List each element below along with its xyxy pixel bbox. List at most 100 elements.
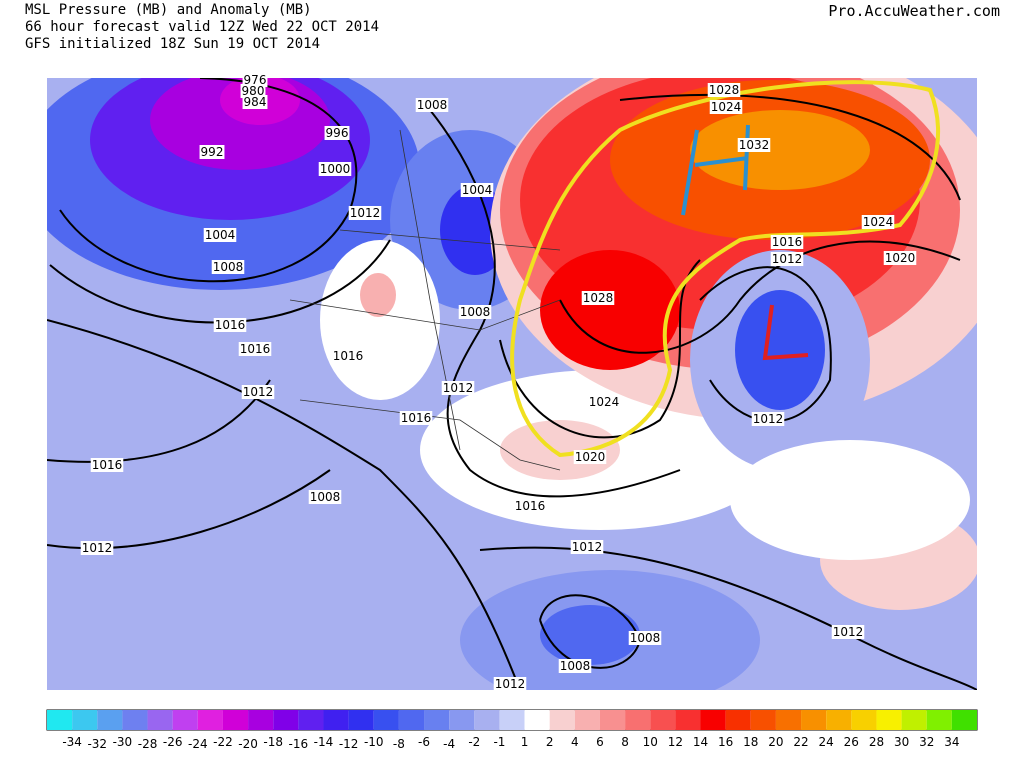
isobar-label: 1024 xyxy=(589,395,620,409)
colorbar-label: 8 xyxy=(621,735,629,749)
credit: Pro.AccuWeather.com xyxy=(828,2,1000,20)
isobar-label-bg xyxy=(399,411,433,425)
isobar-label-bg xyxy=(203,228,237,242)
isobar-label: 1024 xyxy=(863,215,894,229)
colorbar-swatch xyxy=(398,710,425,730)
isobar-label: 1028 xyxy=(583,291,614,305)
isobar-label-bg xyxy=(831,625,865,639)
colorbar-swatch xyxy=(951,710,977,730)
colorbar-swatch xyxy=(474,710,500,730)
isobar-label: 1032 xyxy=(739,138,770,152)
isobar-label: 1004 xyxy=(205,228,236,242)
isobar-label: 1016 xyxy=(240,342,271,356)
isobar-label: 1008 xyxy=(213,260,244,274)
isobar-label: 1008 xyxy=(630,631,661,645)
isobar-label: 1016 xyxy=(401,411,432,425)
init-line: GFS initialized 18Z Sun 19 OCT 2014 xyxy=(25,36,321,52)
isobar-label: 1012 xyxy=(753,412,784,426)
colorbar-swatch xyxy=(298,710,324,730)
colorbar-swatch xyxy=(700,710,726,730)
colorbar-label: 14 xyxy=(693,735,708,749)
isobar-label: 992 xyxy=(201,145,224,159)
isobar-label: 976 xyxy=(244,73,267,87)
colorbar-swatch xyxy=(122,710,148,730)
isobar-label: 1020 xyxy=(885,251,916,265)
isobar-label: 1016 xyxy=(772,235,803,249)
isobar-label: 1016 xyxy=(215,318,246,332)
colorbar-swatch xyxy=(147,710,173,730)
isobar-label-bg xyxy=(558,659,592,673)
isobar-label-bg xyxy=(242,95,268,109)
colorbar-swatch xyxy=(72,710,98,730)
colorbar-label: 28 xyxy=(869,735,884,749)
forecast-line: 66 hour forecast valid 12Z Wed 22 OCT 20… xyxy=(25,19,380,35)
isobar-label: 1016 xyxy=(333,349,364,363)
colorbar-label: 16 xyxy=(718,735,733,749)
colorbar-label: 26 xyxy=(844,735,859,749)
isobar-label: 1012 xyxy=(772,252,803,266)
colorbar-label: -12 xyxy=(339,737,359,751)
colorbar-swatch xyxy=(625,710,651,730)
isobar-label-bg xyxy=(628,631,662,645)
colorbar-label: -28 xyxy=(138,737,158,751)
isobar-label: 1028 xyxy=(709,83,740,97)
colorbar-swatch xyxy=(599,710,626,730)
colorbar-swatch xyxy=(826,710,852,730)
low-marker xyxy=(762,304,809,361)
isobar-label-bg xyxy=(211,260,245,274)
colorbar-swatch xyxy=(725,710,751,730)
isobar-label-bg xyxy=(80,541,114,555)
isobar-label: 1012 xyxy=(572,540,603,554)
isobar-label: 980 xyxy=(242,84,265,98)
colorbar-swatch xyxy=(876,710,902,730)
colorbar-label: -10 xyxy=(364,735,384,749)
colorbar-swatch xyxy=(97,710,123,730)
isobar-label-bg xyxy=(199,145,225,159)
colorbar-swatch xyxy=(801,710,827,730)
isobar-label: 1008 xyxy=(460,305,491,319)
colorbar-swatch xyxy=(348,710,374,730)
isobar-label: 1016 xyxy=(515,499,546,513)
colorbar-swatch xyxy=(524,710,550,730)
isobar-label-bg xyxy=(709,100,743,114)
colorbar-label: -26 xyxy=(163,735,183,749)
isobar-label: 1024 xyxy=(711,100,742,114)
colorbar-swatch xyxy=(750,710,776,730)
isobar-label: 1012 xyxy=(443,381,474,395)
isobar-label: 1008 xyxy=(560,659,591,673)
isobar-label-bg xyxy=(90,458,124,472)
isobar-label-bg xyxy=(441,381,475,395)
colorbar-label: 2 xyxy=(546,735,554,749)
colorbar-swatch xyxy=(449,710,475,730)
colorbar-label: -18 xyxy=(263,735,283,749)
colorbar-label: -34 xyxy=(62,735,82,749)
colorbar-label: -8 xyxy=(393,737,405,751)
colorbar-swatch xyxy=(323,710,349,730)
isobar-label-bg xyxy=(308,490,342,504)
high-marker xyxy=(681,124,750,216)
colorbar-swatch xyxy=(197,710,223,730)
isobar-label-bg xyxy=(213,318,247,332)
isobar-label: 1000 xyxy=(320,162,351,176)
colorbar-label: -22 xyxy=(213,735,233,749)
colorbar-label: -1 xyxy=(493,735,505,749)
isobar-label-bg xyxy=(415,98,449,112)
colorbar-label: 1 xyxy=(521,735,529,749)
colorbar-swatch xyxy=(851,710,877,730)
colorbar-swatch xyxy=(172,710,198,730)
isobar-label-bg xyxy=(751,412,785,426)
colorbar-swatch xyxy=(424,710,450,730)
high-outline xyxy=(510,80,940,458)
colorbar-swatch xyxy=(373,710,399,730)
colorbar-swatch xyxy=(47,710,73,730)
isobar-label: 1012 xyxy=(350,206,381,220)
colorbar-label: 4 xyxy=(571,735,579,749)
isobar-label-bg xyxy=(458,305,492,319)
colorbar-label: 24 xyxy=(819,735,834,749)
colorbar-label: -16 xyxy=(289,737,309,751)
colorbar-label: -20 xyxy=(238,737,258,751)
colorbar-label: -24 xyxy=(188,737,208,751)
colorbar-swatch xyxy=(222,710,249,730)
isobar-label: 1012 xyxy=(82,541,113,555)
